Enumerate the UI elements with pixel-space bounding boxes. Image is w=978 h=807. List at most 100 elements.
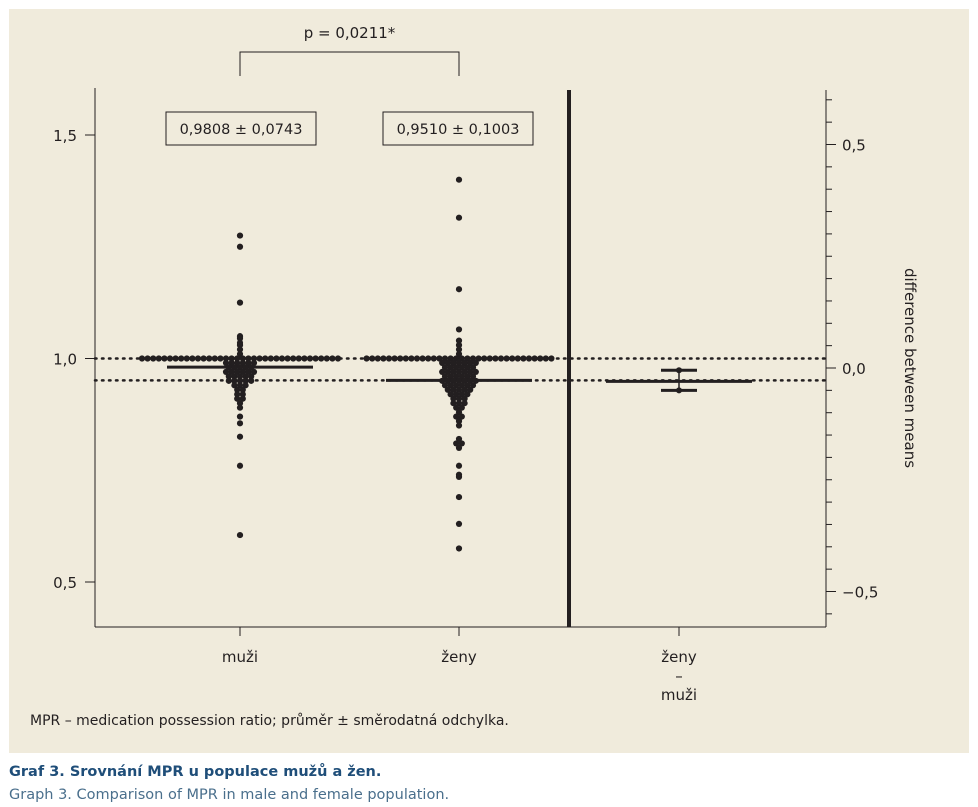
data-point bbox=[228, 355, 235, 362]
data-point bbox=[234, 395, 241, 402]
significance-label: p = 0,0211* bbox=[304, 24, 396, 42]
data-point bbox=[467, 368, 474, 376]
data-point bbox=[225, 364, 232, 371]
data-point bbox=[413, 355, 421, 362]
data-point bbox=[242, 373, 249, 380]
data-point bbox=[363, 355, 370, 362]
data-point bbox=[455, 395, 463, 402]
data-point bbox=[222, 359, 230, 367]
data-point bbox=[278, 355, 286, 362]
data-point bbox=[458, 364, 465, 371]
data-point bbox=[447, 391, 454, 398]
data-point bbox=[467, 359, 474, 367]
data-point bbox=[467, 377, 474, 384]
data-point bbox=[234, 355, 241, 362]
data-point bbox=[248, 373, 255, 380]
data-point bbox=[467, 386, 474, 393]
data-point bbox=[211, 355, 218, 362]
data-point bbox=[234, 391, 241, 398]
data-point bbox=[250, 359, 258, 367]
data-point bbox=[461, 400, 468, 407]
data-point bbox=[458, 391, 465, 398]
data-point bbox=[453, 404, 460, 411]
data-point bbox=[189, 355, 196, 362]
data-point bbox=[486, 355, 493, 362]
data-point bbox=[225, 377, 232, 384]
data-point bbox=[374, 355, 381, 362]
mean-sd-box bbox=[382, 111, 534, 146]
data-point bbox=[284, 355, 291, 362]
data-point bbox=[436, 355, 443, 362]
data-point bbox=[206, 355, 213, 362]
data-point bbox=[441, 373, 449, 380]
data-point bbox=[217, 355, 224, 362]
data-point bbox=[239, 386, 246, 393]
data-point bbox=[464, 382, 471, 389]
data-point bbox=[236, 413, 244, 420]
left-axis-tick-label: 1,5 bbox=[53, 127, 77, 145]
data-point bbox=[455, 473, 463, 481]
data-point bbox=[236, 377, 244, 384]
data-point bbox=[458, 440, 465, 447]
data-point bbox=[455, 493, 463, 501]
data-point bbox=[472, 368, 479, 376]
data-point bbox=[419, 355, 426, 362]
mean-sd-label: 0,9510 ± 0,1003 bbox=[397, 122, 520, 138]
data-point bbox=[155, 355, 162, 362]
data-point bbox=[334, 355, 342, 362]
data-point bbox=[306, 355, 314, 362]
category-label-zeny: ženy bbox=[441, 648, 477, 666]
data-point bbox=[166, 355, 174, 362]
data-point bbox=[444, 377, 451, 384]
data-point bbox=[267, 355, 274, 362]
data-point bbox=[231, 377, 238, 384]
data-point bbox=[447, 364, 454, 371]
data-point bbox=[236, 420, 244, 427]
data-point bbox=[231, 373, 238, 380]
data-point bbox=[453, 355, 460, 362]
data-point bbox=[531, 355, 538, 362]
difference-ci-upper-point bbox=[676, 367, 682, 374]
data-point bbox=[236, 531, 244, 539]
data-point bbox=[450, 395, 457, 402]
data-point bbox=[458, 373, 465, 380]
data-point bbox=[455, 368, 463, 376]
data-point bbox=[236, 373, 244, 380]
data-point bbox=[439, 368, 446, 376]
mean-sd-label: 0,9808 ± 0,0743 bbox=[180, 122, 303, 138]
data-point bbox=[542, 355, 549, 362]
data-point bbox=[464, 391, 471, 398]
right-axis-title: difference between means bbox=[901, 268, 919, 468]
data-point bbox=[469, 364, 477, 371]
data-point bbox=[236, 404, 244, 411]
data-point bbox=[455, 341, 463, 349]
data-point bbox=[236, 350, 244, 358]
data-point bbox=[239, 391, 246, 398]
data-point bbox=[453, 391, 460, 398]
data-points-layer bbox=[138, 176, 555, 552]
data-point bbox=[492, 355, 499, 362]
data-point bbox=[472, 377, 479, 384]
data-point bbox=[455, 337, 463, 344]
data-point bbox=[236, 346, 244, 353]
data-point bbox=[242, 364, 249, 371]
data-point bbox=[256, 355, 263, 362]
data-point bbox=[178, 355, 185, 362]
difference-ci-lower-point bbox=[676, 387, 682, 394]
data-point bbox=[236, 299, 244, 306]
data-point bbox=[455, 377, 463, 384]
data-point bbox=[455, 400, 463, 407]
data-point bbox=[481, 355, 488, 362]
data-point bbox=[301, 355, 308, 362]
data-point bbox=[397, 355, 404, 362]
data-point bbox=[455, 176, 463, 183]
data-point bbox=[231, 382, 238, 389]
data-point bbox=[455, 409, 463, 416]
data-point bbox=[250, 368, 258, 376]
data-point bbox=[450, 386, 457, 393]
data-point bbox=[548, 355, 555, 362]
data-point bbox=[458, 355, 465, 362]
data-point bbox=[458, 382, 465, 389]
figure-caption-subtitle: Graph 3. Comparison of MPR in male and f… bbox=[9, 787, 450, 803]
data-point bbox=[461, 359, 468, 367]
